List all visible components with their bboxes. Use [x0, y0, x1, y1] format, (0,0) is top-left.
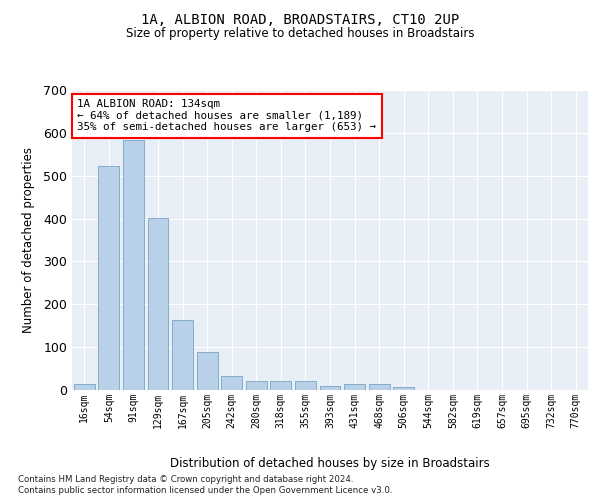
Bar: [344, 384, 365, 390]
Bar: [221, 376, 242, 390]
Bar: [271, 380, 292, 390]
Bar: [74, 384, 95, 390]
Bar: [295, 382, 316, 390]
Bar: [246, 382, 267, 390]
Text: 1A, ALBION ROAD, BROADSTAIRS, CT10 2UP: 1A, ALBION ROAD, BROADSTAIRS, CT10 2UP: [141, 12, 459, 26]
Text: Contains HM Land Registry data © Crown copyright and database right 2024.: Contains HM Land Registry data © Crown c…: [18, 475, 353, 484]
Bar: [148, 218, 169, 390]
Text: 1A ALBION ROAD: 134sqm
← 64% of detached houses are smaller (1,189)
35% of semi-: 1A ALBION ROAD: 134sqm ← 64% of detached…: [77, 99, 376, 132]
Bar: [123, 140, 144, 390]
Bar: [98, 166, 119, 390]
Text: Contains public sector information licensed under the Open Government Licence v3: Contains public sector information licen…: [18, 486, 392, 495]
Text: Size of property relative to detached houses in Broadstairs: Size of property relative to detached ho…: [126, 28, 474, 40]
Text: Distribution of detached houses by size in Broadstairs: Distribution of detached houses by size …: [170, 458, 490, 470]
Bar: [172, 320, 193, 390]
Bar: [320, 386, 340, 390]
Bar: [368, 384, 389, 390]
Bar: [393, 387, 414, 390]
Bar: [197, 352, 218, 390]
Y-axis label: Number of detached properties: Number of detached properties: [22, 147, 35, 333]
